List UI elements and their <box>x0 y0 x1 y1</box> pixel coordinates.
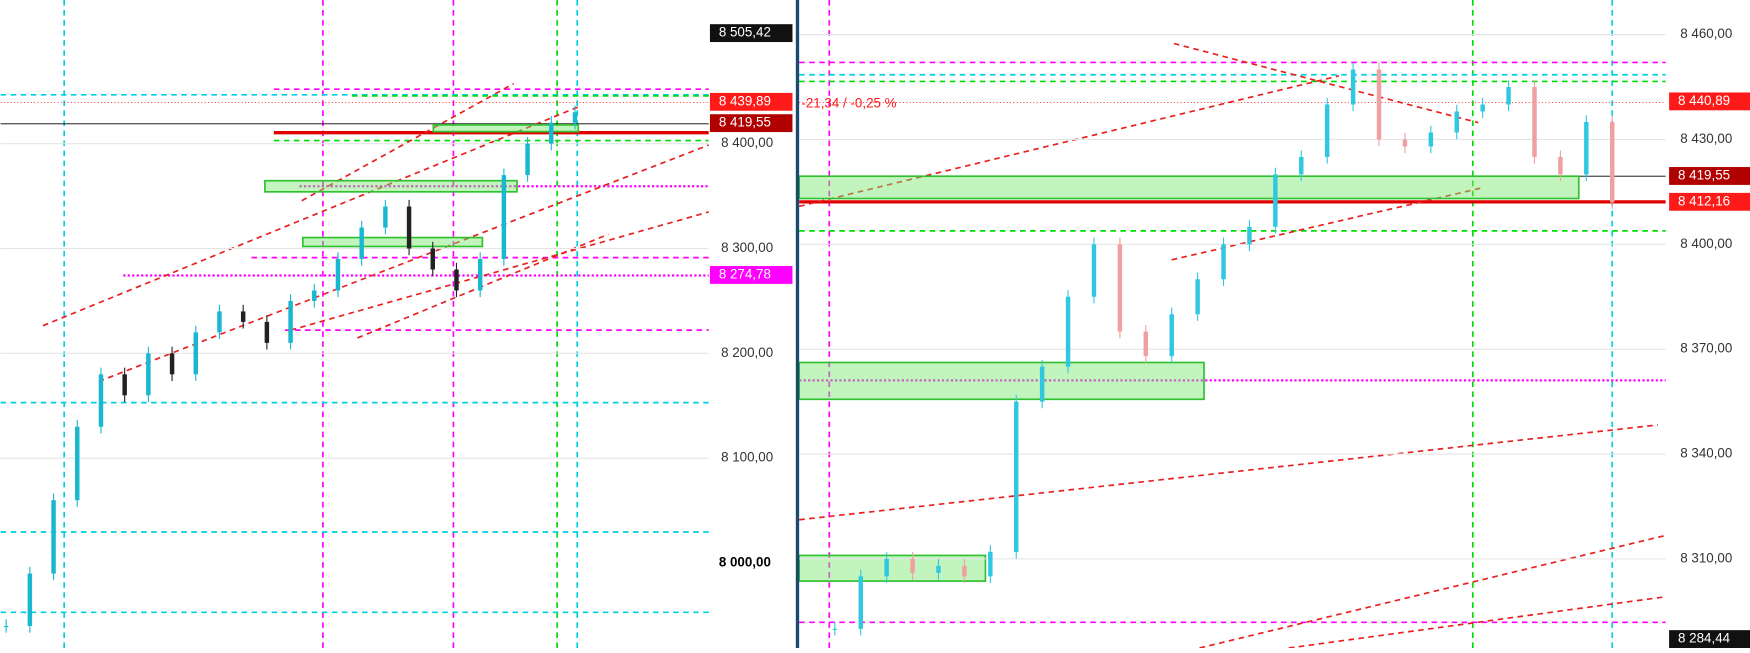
candle <box>1609 121 1615 203</box>
candle <box>430 248 436 270</box>
candle <box>169 353 175 375</box>
price-tag-label: 8 284,44 <box>1678 631 1731 646</box>
candle <box>832 628 838 630</box>
candle <box>335 258 341 291</box>
y-tick-label: 8 300,00 <box>721 240 773 255</box>
price-tag <box>709 24 793 43</box>
candle <box>1273 174 1278 227</box>
candle <box>51 500 56 574</box>
candle <box>1428 132 1434 147</box>
price-tag-label: 8 419,55 <box>1678 168 1730 183</box>
price-tag <box>709 114 793 133</box>
candle <box>454 269 459 291</box>
candle <box>1065 296 1071 367</box>
candle <box>406 206 412 249</box>
y-tick-label: 8 200,00 <box>721 345 773 360</box>
candle <box>240 311 246 322</box>
y-tick-label: 8 400,00 <box>1680 236 1732 251</box>
price-tag-label: 8 439,89 <box>719 93 771 108</box>
separator <box>795 0 800 648</box>
candle <box>988 551 993 577</box>
y-tick-label: 8 400,00 <box>721 135 773 150</box>
price-tag-label: 8 440,89 <box>1678 93 1730 108</box>
candle <box>477 258 483 291</box>
candle <box>1350 69 1356 105</box>
candle <box>1402 139 1408 147</box>
candle <box>1558 156 1563 175</box>
y-tick-label: 8 310,00 <box>1680 550 1732 565</box>
y-tick-label: 8 460,00 <box>1680 26 1732 41</box>
y-tick-label: 8 370,00 <box>1680 341 1732 356</box>
candle <box>312 290 317 301</box>
candle <box>193 332 199 375</box>
candle <box>1117 244 1123 332</box>
y-tick-label: 8 100,00 <box>721 450 773 465</box>
candle <box>884 558 889 577</box>
candle <box>1299 156 1304 175</box>
candle <box>1143 331 1149 357</box>
price-tag-label: 8 274,78 <box>719 266 771 281</box>
candle <box>1169 314 1174 357</box>
price-tag <box>1669 92 1750 111</box>
price-tag-label: 8 000,00 <box>719 555 771 570</box>
candle <box>264 321 270 343</box>
candle <box>936 565 941 573</box>
candles <box>0 34 1666 636</box>
candle <box>1454 111 1459 133</box>
candle <box>1376 69 1382 140</box>
candle <box>146 353 151 396</box>
candle <box>122 374 127 396</box>
candle <box>217 311 222 333</box>
candle <box>858 576 863 629</box>
change-label: -21,34 / -0,25 % <box>801 95 896 110</box>
candle <box>383 206 388 228</box>
candle <box>572 112 578 123</box>
candle <box>549 122 554 144</box>
price-tag <box>1669 167 1750 185</box>
candle <box>1221 244 1226 280</box>
candle <box>1039 366 1045 402</box>
price-tag <box>709 266 793 284</box>
y-tick-label: 8 340,00 <box>1680 446 1732 461</box>
candle <box>501 175 507 259</box>
candle <box>75 426 80 501</box>
candle <box>98 374 104 427</box>
y-tick-label: 8 430,00 <box>1680 131 1732 146</box>
candle <box>525 143 530 176</box>
price-tag-label: 8 419,55 <box>719 115 771 130</box>
candle <box>910 558 915 573</box>
price-tag-label: 8 412,16 <box>1678 193 1730 208</box>
price-tag <box>709 92 793 111</box>
candle <box>1014 401 1019 552</box>
candle <box>27 573 33 626</box>
candle <box>962 565 967 577</box>
candle <box>1324 104 1330 157</box>
drawings <box>0 0 1666 649</box>
candle <box>288 300 293 343</box>
candle <box>1195 279 1200 315</box>
candle <box>1247 226 1252 245</box>
candle <box>1091 244 1097 297</box>
price-tag <box>709 554 793 572</box>
candle <box>3 625 9 628</box>
price-tag <box>1669 192 1750 211</box>
candle <box>1532 87 1537 157</box>
candle <box>359 227 364 259</box>
candle <box>1506 87 1511 105</box>
price-tag-label: 8 505,42 <box>719 25 771 40</box>
price-tag <box>1669 630 1750 648</box>
candle <box>1584 121 1589 175</box>
candle <box>1480 104 1485 112</box>
